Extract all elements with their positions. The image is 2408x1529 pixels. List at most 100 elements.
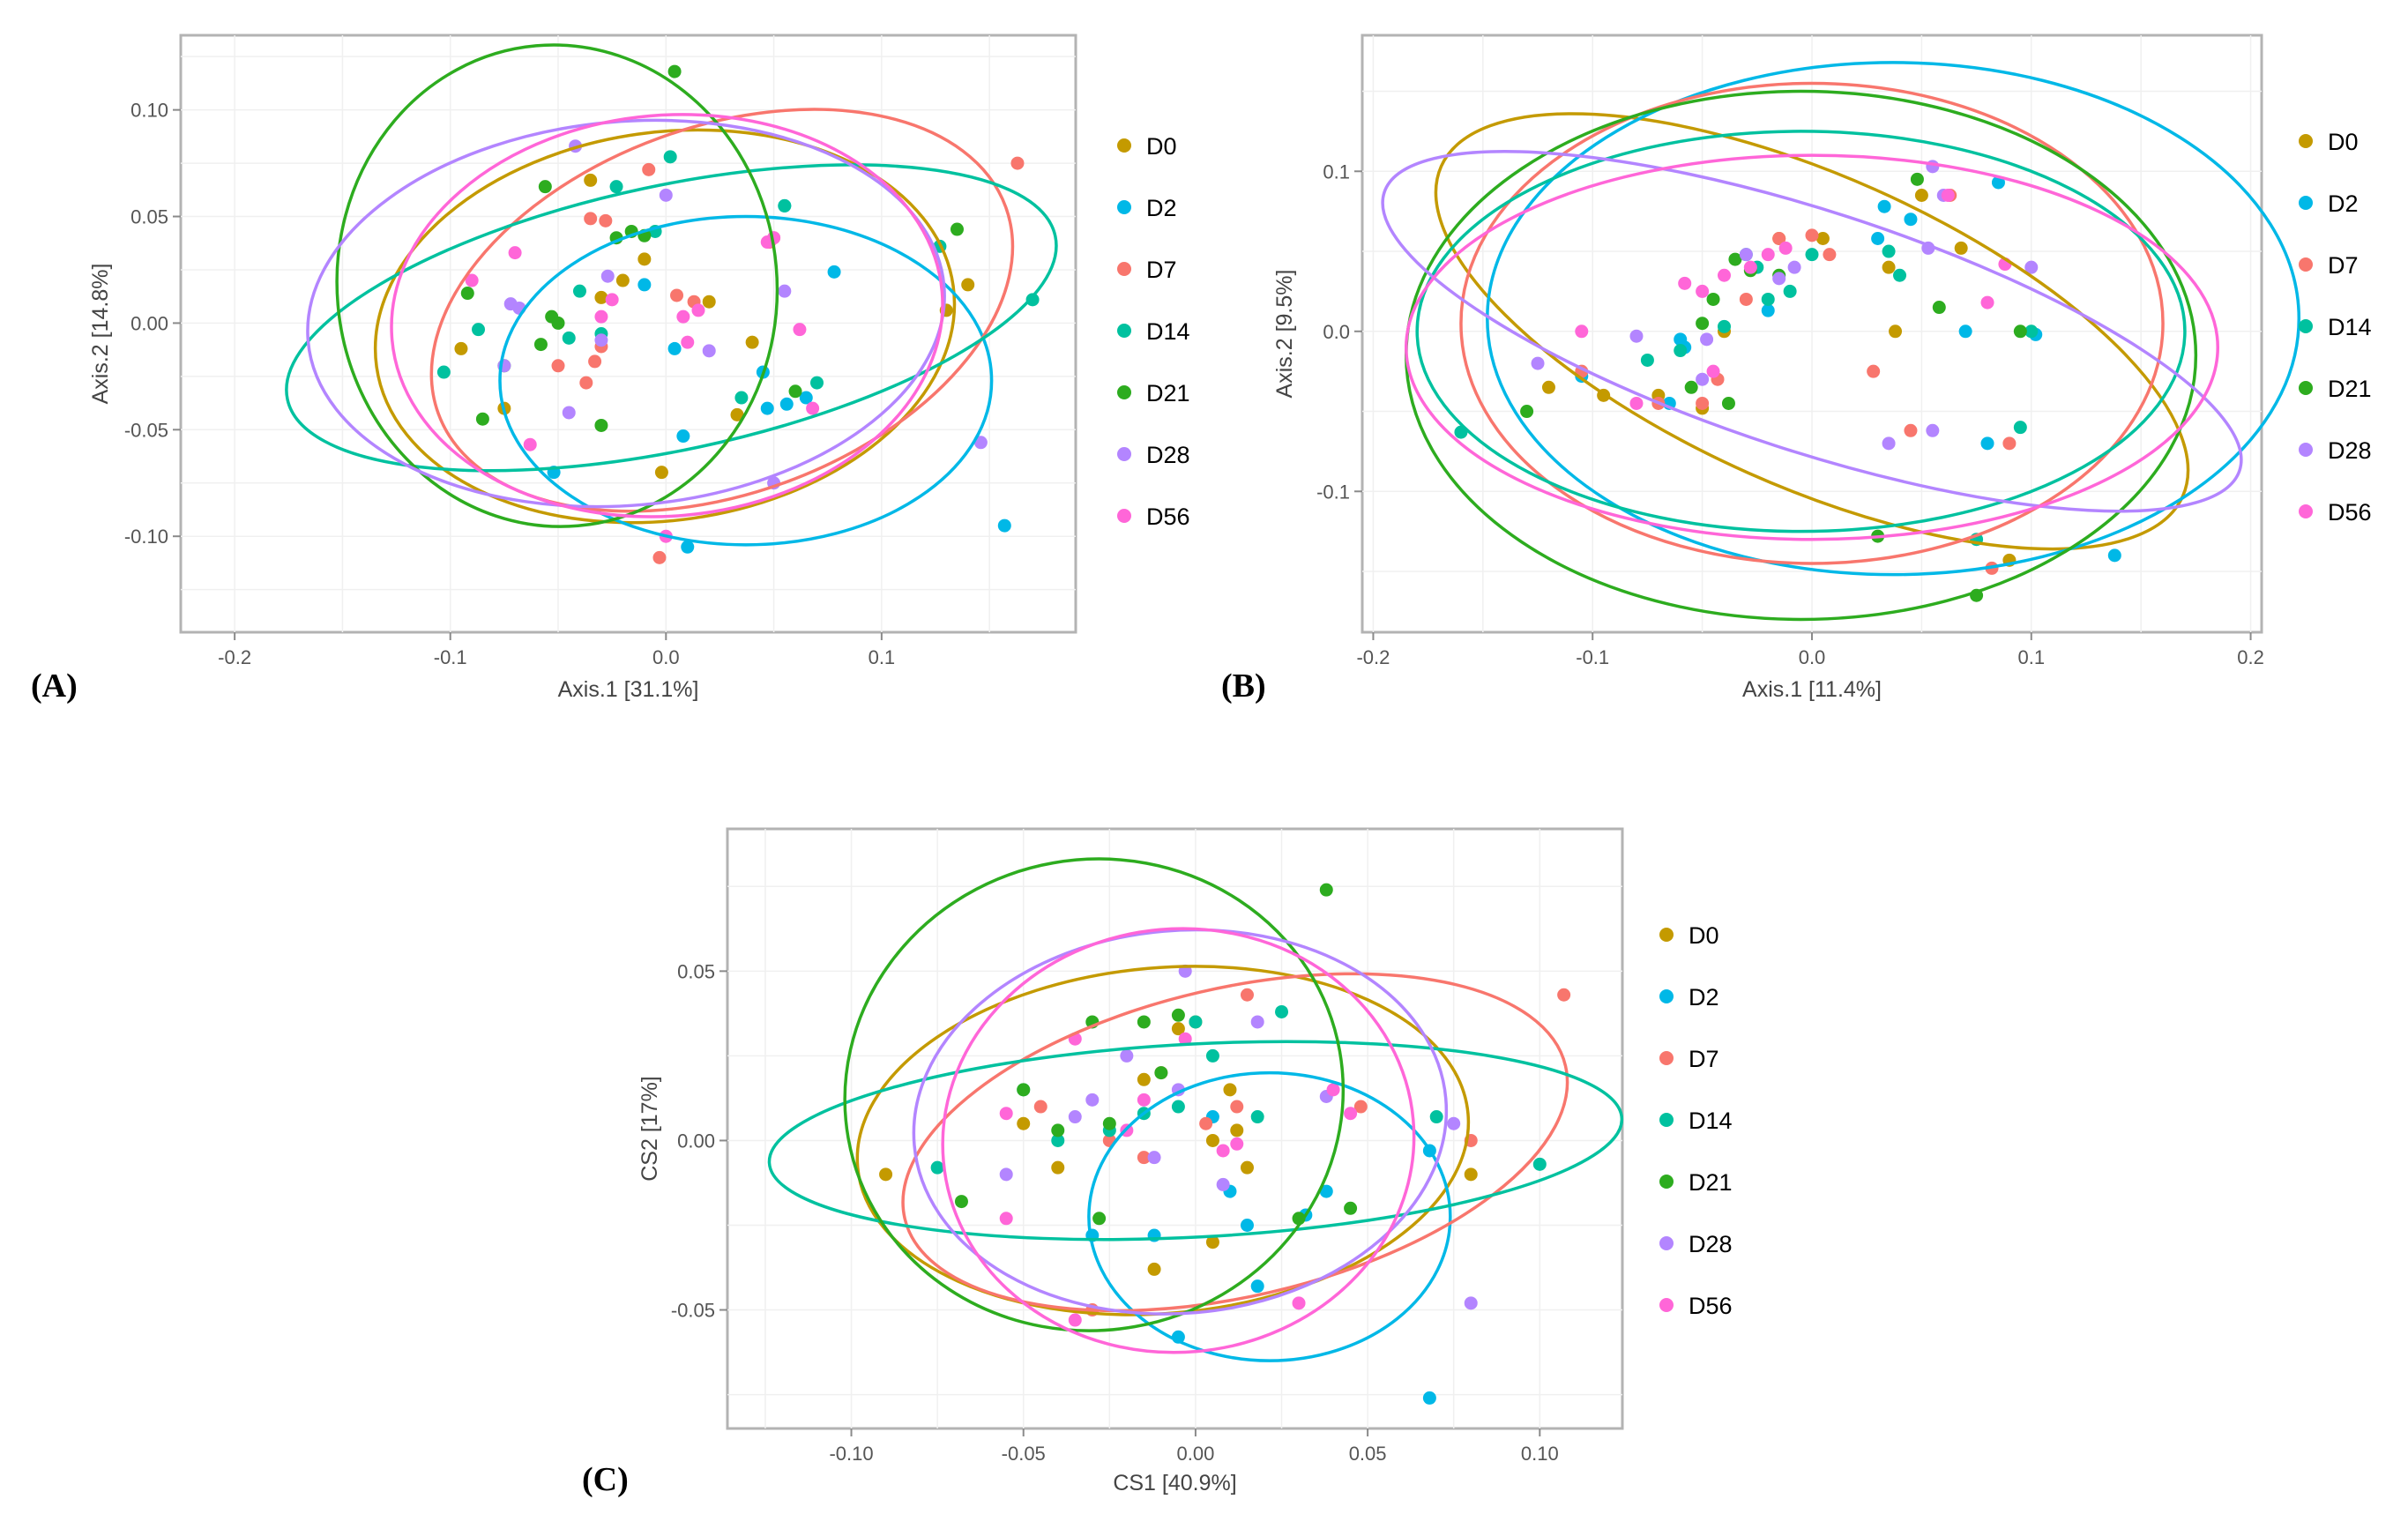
legend-key-d0 xyxy=(1659,928,1674,942)
point-d14 xyxy=(1640,353,1654,367)
point-d7 xyxy=(551,359,565,373)
point-d7 xyxy=(642,162,656,176)
point-d7 xyxy=(1230,1100,1244,1114)
point-d0 xyxy=(1240,1160,1254,1175)
x-tick-label: -0.05 xyxy=(1002,1443,1046,1465)
legend-key-d56 xyxy=(2299,504,2313,518)
point-d14 xyxy=(778,198,792,213)
ellipse-d56 xyxy=(390,113,944,518)
point-d21 xyxy=(533,338,548,352)
legend-key-d2 xyxy=(1117,200,1131,214)
point-d21 xyxy=(1910,172,1924,186)
x-tick-label: -0.2 xyxy=(218,646,251,668)
point-d56 xyxy=(1706,364,1720,378)
point-d14 xyxy=(1205,1048,1219,1063)
x-tick-label: 0.00 xyxy=(1177,1443,1215,1465)
point-d2 xyxy=(1904,213,1918,227)
gridlines xyxy=(181,35,1076,632)
point-d2 xyxy=(1991,175,2005,190)
x-tick-label: 0.05 xyxy=(1349,1443,1387,1465)
point-d56 xyxy=(1068,1313,1082,1327)
point-d28 xyxy=(562,406,576,420)
x-tick-label: -0.1 xyxy=(434,646,467,668)
point-d0 xyxy=(1889,324,1903,339)
point-d2 xyxy=(1250,1279,1264,1294)
y-axis-title: Axis.2 [9.5%] xyxy=(1272,270,1297,399)
point-d7 xyxy=(1772,232,1786,246)
point-d7 xyxy=(652,550,667,564)
point-d14 xyxy=(1674,344,1688,358)
point-d21 xyxy=(2013,324,2027,339)
y-tick-label: -0.05 xyxy=(124,419,168,441)
point-d7 xyxy=(579,376,593,390)
point-d7 xyxy=(1904,423,1918,437)
point-d21 xyxy=(950,222,964,236)
legend-label-d28: D28 xyxy=(2328,437,2372,464)
point-d0 xyxy=(745,335,759,349)
x-tick-label: 0.1 xyxy=(869,646,896,668)
point-d28 xyxy=(659,188,673,202)
legend-key-d28 xyxy=(1659,1236,1674,1250)
legend-key-d56 xyxy=(1117,509,1131,523)
x-tick-label: -0.10 xyxy=(829,1443,873,1465)
point-d14 xyxy=(2024,324,2039,339)
y-tick-label: -0.1 xyxy=(1316,481,1350,503)
point-d14 xyxy=(663,150,677,164)
point-d14 xyxy=(1761,292,1775,306)
point-d0 xyxy=(730,407,744,421)
point-d7 xyxy=(1137,1151,1151,1165)
point-d14 xyxy=(1025,293,1040,307)
panel-label: (B) xyxy=(1221,668,1266,705)
legend-label-d0: D0 xyxy=(1146,133,1177,160)
point-d2 xyxy=(1871,232,1885,246)
point-d28 xyxy=(973,436,988,450)
point-d21 xyxy=(667,64,682,78)
point-d14 xyxy=(472,323,486,337)
legend-label-d28: D28 xyxy=(1689,1231,1733,1257)
point-d56 xyxy=(1292,1296,1306,1310)
x-tick-label: -0.2 xyxy=(1356,646,1390,668)
point-d2 xyxy=(1240,1218,1254,1232)
point-d14 xyxy=(930,1160,944,1175)
point-d0 xyxy=(654,466,668,480)
legend-label-d2: D2 xyxy=(1146,195,1177,221)
y-axis-title: CS2 [17%] xyxy=(637,1076,662,1182)
point-d0 xyxy=(1137,1072,1151,1086)
legend-key-d28 xyxy=(1117,447,1131,461)
point-d56 xyxy=(594,310,608,324)
point-d2 xyxy=(676,429,690,444)
point-d0 xyxy=(702,295,716,309)
legend-key-d2 xyxy=(2299,196,2313,210)
point-d7 xyxy=(599,213,613,227)
point-d21 xyxy=(1051,1123,1065,1137)
point-d0 xyxy=(1954,241,1968,255)
point-d7 xyxy=(588,354,602,369)
point-d28 xyxy=(1447,1116,1461,1130)
legend-label-d56: D56 xyxy=(1689,1293,1733,1319)
point-d14 xyxy=(734,391,749,405)
point-d14 xyxy=(1882,244,1896,258)
legend-label-d0: D0 xyxy=(2328,129,2359,155)
point-d28 xyxy=(702,344,716,358)
point-d56 xyxy=(999,1212,1013,1226)
point-d2 xyxy=(1980,436,1994,451)
ellipse-d7 xyxy=(1459,81,2165,565)
point-d56 xyxy=(605,293,619,307)
ellipse-d56 xyxy=(1405,153,2219,541)
y-tick-label: -0.05 xyxy=(671,1300,715,1322)
confidence-ellipses xyxy=(1381,61,2301,622)
point-d28 xyxy=(1629,329,1644,343)
legend-key-d21 xyxy=(1117,385,1131,399)
point-d56 xyxy=(1696,284,1710,298)
point-d28 xyxy=(1700,332,1714,347)
legend-label-d21: D21 xyxy=(1146,380,1190,406)
point-d0 xyxy=(1205,1235,1219,1249)
point-d21 xyxy=(1706,292,1720,306)
point-d21 xyxy=(1696,317,1710,331)
point-d56 xyxy=(1137,1093,1151,1107)
point-d2 xyxy=(1958,324,1972,339)
legend-key-d0 xyxy=(2299,134,2313,148)
legend-key-d14 xyxy=(2299,319,2313,333)
point-d0 xyxy=(584,173,598,187)
confidence-ellipses xyxy=(767,857,1624,1362)
